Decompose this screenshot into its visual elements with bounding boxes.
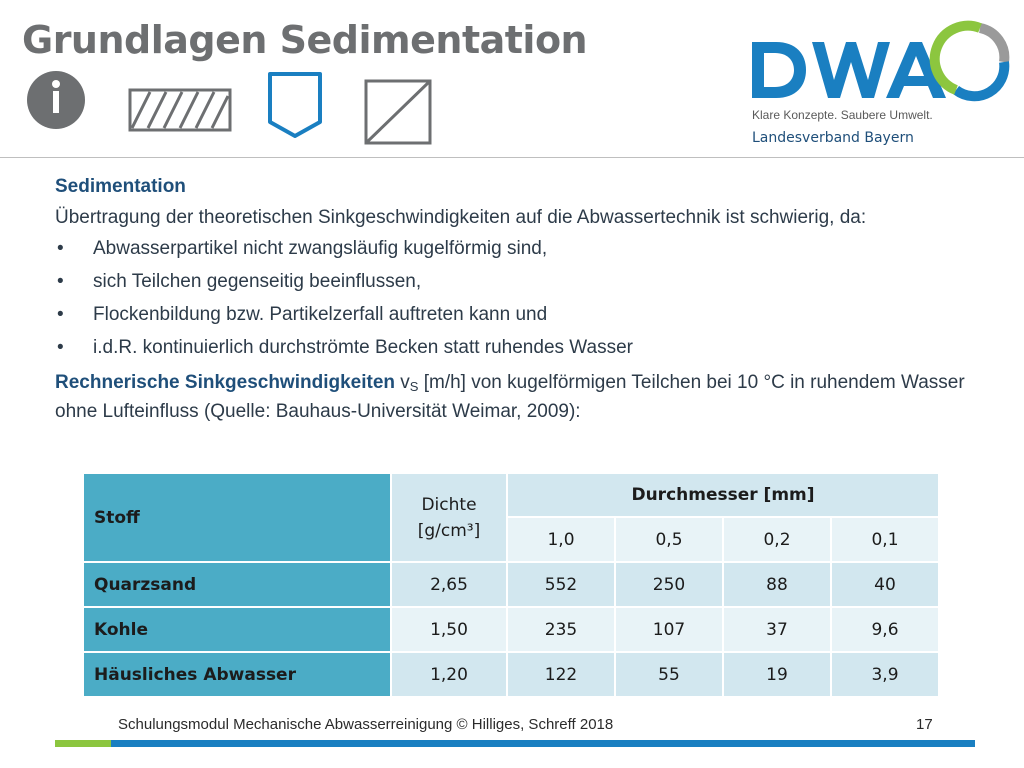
row-value: 107 bbox=[614, 606, 724, 653]
slide-content: Sedimentation Übertragung der theoretisc… bbox=[55, 174, 985, 424]
row-value: 88 bbox=[722, 561, 832, 608]
bullet-text: Abwasserpartikel nicht zwangsläufig kuge… bbox=[93, 238, 548, 259]
diameter-header: 0,5 bbox=[614, 516, 724, 563]
info-icon bbox=[27, 71, 85, 129]
toolbar-icons bbox=[27, 71, 432, 145]
row-dichte: 1,50 bbox=[390, 606, 508, 653]
dwa-logo bbox=[752, 20, 1010, 102]
row-stoff: Kohle bbox=[82, 606, 392, 653]
intro-paragraph: Übertragung der theoretischen Sinkgeschw… bbox=[55, 207, 867, 228]
diagonal-square-icon bbox=[364, 79, 432, 145]
section-heading: Sedimentation bbox=[55, 176, 186, 197]
header-durchmesser: Durchmesser [mm] bbox=[506, 472, 940, 518]
footer-bar-green bbox=[55, 740, 111, 747]
row-value: 122 bbox=[506, 651, 616, 698]
logo-subtitle: Landesverband Bayern bbox=[752, 130, 914, 146]
header-dichte: Dichte [g/cm³] bbox=[390, 472, 508, 563]
row-value: 235 bbox=[506, 606, 616, 653]
row-value: 55 bbox=[614, 651, 724, 698]
bullet-text: Flockenbildung bzw. Partikelzerfall auft… bbox=[93, 304, 548, 325]
calc-text: [m/h] von kugelförmigen Teilchen bei 10 … bbox=[55, 372, 965, 422]
row-value: 9,6 bbox=[830, 606, 940, 653]
velocity-subscript: S bbox=[409, 379, 419, 394]
hatch-rectangle-icon bbox=[128, 88, 232, 132]
bullet-list: • Abwasserpartikel nicht zwangsläufig kug… bbox=[55, 236, 985, 360]
list-item: • Flockenbildung bzw. Partikelzerfall auf… bbox=[55, 302, 985, 327]
table-row: Häusliches Abwasser 1,20 122 55 19 3,9 bbox=[82, 651, 940, 698]
row-value: 19 bbox=[722, 651, 832, 698]
row-dichte: 1,20 bbox=[390, 651, 508, 698]
row-value: 552 bbox=[506, 561, 616, 608]
bullet-symbol: • bbox=[57, 271, 64, 292]
page-number: 17 bbox=[916, 716, 933, 733]
logo-tagline: Klare Konzepte. Saubere Umwelt. bbox=[752, 108, 933, 122]
row-value: 37 bbox=[722, 606, 832, 653]
header-stoff: Stoff bbox=[82, 472, 392, 563]
shield-icon bbox=[268, 72, 322, 138]
bullet-text: i.d.R. kontinuierlich durchströmte Becke… bbox=[93, 337, 633, 358]
diameter-header: 0,2 bbox=[722, 516, 832, 563]
header-divider bbox=[0, 157, 1024, 158]
footer-bar-blue bbox=[111, 740, 975, 747]
row-dichte: 2,65 bbox=[390, 561, 508, 608]
row-value: 250 bbox=[614, 561, 724, 608]
list-item: • i.d.R. kontinuierlich durchströmte Beck… bbox=[55, 335, 985, 360]
list-item: • Abwasserpartikel nicht zwangsläufig kug… bbox=[55, 236, 985, 261]
diameter-header: 1,0 bbox=[506, 516, 616, 563]
settling-velocity-table: Stoff Dichte [g/cm³] Durchmesser [mm] 1,… bbox=[82, 472, 940, 698]
diameter-header: 0,1 bbox=[830, 516, 940, 563]
calc-heading: Rechnerische Sinkgeschwindigkeiten bbox=[55, 372, 395, 393]
bullet-text: sich Teilchen gegenseitig beeinflussen, bbox=[93, 271, 422, 292]
dwa-logo-ring bbox=[929, 20, 1010, 102]
velocity-symbol: v bbox=[400, 372, 410, 393]
footer-text: Schulungsmodul Mechanische Abwasserreini… bbox=[118, 716, 614, 733]
table-row: Kohle 1,50 235 107 37 9,6 bbox=[82, 606, 940, 653]
row-stoff: Quarzsand bbox=[82, 561, 392, 608]
calc-paragraph: Rechnerische Sinkgeschwindigkeiten vS [m… bbox=[55, 370, 985, 424]
bullet-symbol: • bbox=[57, 304, 64, 325]
bullet-symbol: • bbox=[57, 337, 64, 358]
list-item: • sich Teilchen gegenseitig beeinflussen, bbox=[55, 269, 985, 294]
page-title: Grundlagen Sedimentation bbox=[22, 18, 588, 62]
row-value: 3,9 bbox=[830, 651, 940, 698]
bullet-symbol: • bbox=[57, 238, 64, 259]
table-row: Quarzsand 2,65 552 250 88 40 bbox=[82, 561, 940, 608]
dwa-logo-letters bbox=[752, 42, 946, 98]
row-value: 40 bbox=[830, 561, 940, 608]
row-stoff: Häusliches Abwasser bbox=[82, 651, 392, 698]
